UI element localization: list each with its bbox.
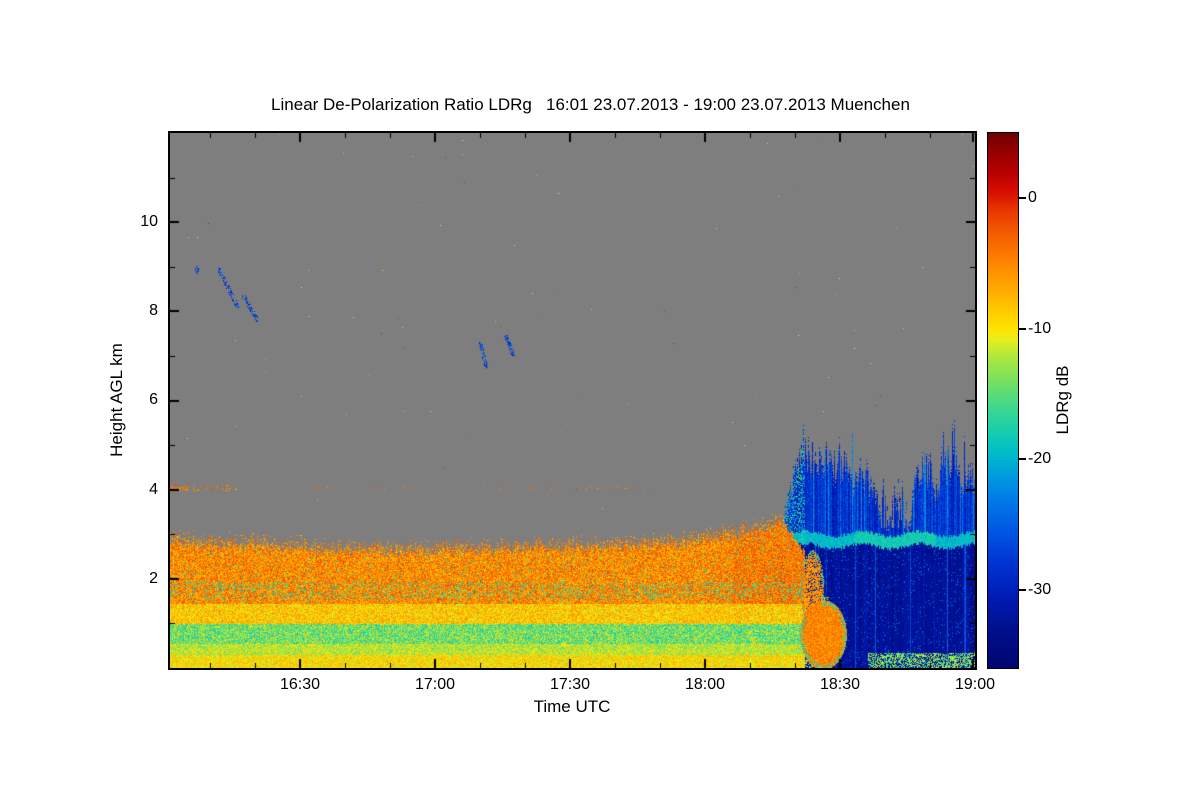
- colorbar-title: LDRg dB: [1053, 365, 1072, 435]
- y-tick-label: 8: [149, 302, 158, 319]
- colorbar-tick-icon: [1019, 589, 1026, 591]
- x-tick-label: 18:30: [819, 676, 861, 693]
- colorbar-tick-label: 0: [1028, 189, 1037, 206]
- x-tick-label: 17:30: [549, 676, 591, 693]
- colorbar-tick-label: -30: [1028, 581, 1052, 598]
- y-tick-label: 4: [149, 481, 158, 498]
- x-tick-label: 18:00: [684, 676, 726, 693]
- colorbar-tick-icon: [1019, 458, 1026, 460]
- plot-frame: [168, 131, 977, 670]
- y-tick-label: 2: [149, 570, 158, 587]
- x-axis-title: Time UTC: [533, 697, 611, 716]
- x-tick-label: 16:30: [279, 676, 321, 693]
- colorbar-tick-icon: [1019, 197, 1026, 199]
- y-tick-label: 6: [149, 391, 158, 408]
- colorbar-tick-label: -10: [1028, 320, 1052, 337]
- heatmap-canvas: [170, 133, 975, 668]
- colorbar-tick-label: -20: [1028, 450, 1052, 467]
- colorbar-tick-icon: [1019, 328, 1026, 330]
- colorbar-gradient: [988, 133, 1018, 668]
- x-tick-label: 19:00: [954, 676, 996, 693]
- colorbar-frame: [987, 132, 1019, 669]
- chart-title: Linear De-Polarization Ratio LDRg 16:01 …: [271, 95, 910, 114]
- y-tick-label: 10: [140, 213, 158, 230]
- x-tick-label: 17:00: [414, 676, 456, 693]
